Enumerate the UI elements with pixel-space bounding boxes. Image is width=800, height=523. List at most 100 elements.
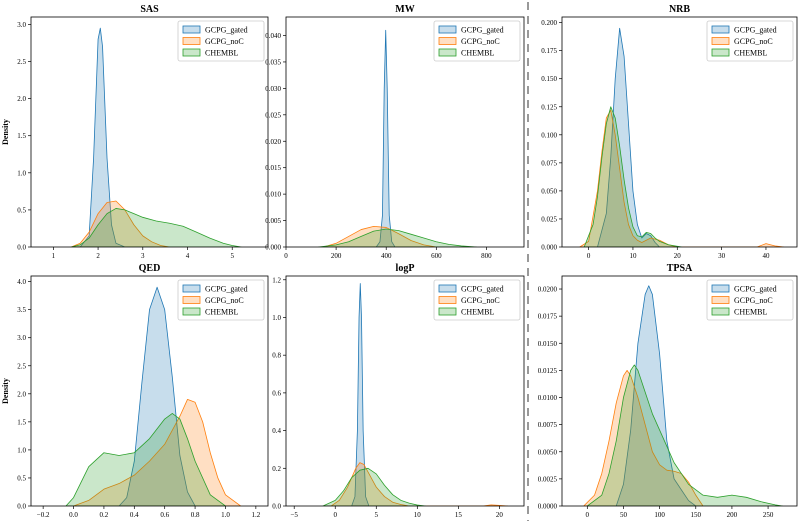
legend: GCPG_gated GCPG_noC CHEMBL bbox=[706, 20, 794, 62]
legend-label: GCPG_noC bbox=[461, 37, 500, 46]
series-layer bbox=[318, 29, 477, 247]
y-tick-label: 3.0 bbox=[17, 334, 26, 342]
legend-swatch bbox=[182, 284, 201, 293]
y-tick-label: 0.6 bbox=[272, 389, 281, 397]
legend-box bbox=[706, 279, 794, 321]
x-tick-label: 200 bbox=[331, 252, 342, 260]
x-tick-label: 0.0 bbox=[69, 511, 78, 519]
legend-swatch bbox=[182, 48, 201, 57]
series-area-chembl bbox=[583, 106, 683, 247]
legend-label: CHEMBL bbox=[461, 49, 494, 58]
legend-swatch bbox=[711, 25, 730, 34]
y-tick-label: 0.5 bbox=[17, 206, 26, 214]
legend-label: CHEMBL bbox=[205, 308, 238, 317]
x-tick-label: 20 bbox=[496, 511, 504, 519]
y-tick-label: 0.000 bbox=[265, 244, 281, 252]
series-area-chembl bbox=[586, 364, 783, 506]
plot-frame bbox=[30, 16, 269, 248]
x-tick-label: 20 bbox=[674, 252, 682, 260]
x-tick-label: 10 bbox=[629, 252, 637, 260]
y-tick-label: 1.5 bbox=[17, 132, 26, 140]
legend: GCPG_gated GCPG_noC CHEMBL bbox=[706, 279, 794, 321]
x-tick-label: 0 bbox=[586, 511, 590, 519]
x-tick-label: 5 bbox=[230, 252, 234, 260]
plot-frame bbox=[561, 275, 798, 507]
y-tick-label: 2.0 bbox=[17, 95, 26, 103]
series-area-gcpg-noc bbox=[330, 462, 508, 506]
y-tick-label: 0.010 bbox=[265, 191, 281, 199]
y-tick-label: 1.0 bbox=[17, 446, 26, 454]
series-area-gcpg-noc bbox=[579, 109, 785, 247]
x-tick-label: −0.2 bbox=[37, 511, 50, 519]
chart-title: TPSA bbox=[667, 263, 693, 274]
y-tick-label: 0.0075 bbox=[538, 421, 558, 429]
legend-box bbox=[177, 20, 265, 62]
x-tick-label: 250 bbox=[763, 511, 774, 519]
x-tick-label: 600 bbox=[431, 252, 442, 260]
legend: GCPG_gated GCPG_noC CHEMBL bbox=[177, 279, 265, 321]
legend-label: GCPG_gated bbox=[205, 285, 248, 294]
series-area-chembl bbox=[65, 413, 226, 506]
legend-label: CHEMBL bbox=[734, 49, 767, 58]
y-tick-label: 3.0 bbox=[17, 21, 26, 29]
legend-label: CHEMBL bbox=[734, 308, 767, 317]
legend-label: GCPG_gated bbox=[734, 285, 777, 294]
y-tick-label: 0.075 bbox=[541, 159, 557, 167]
y-tick-label: 0.0050 bbox=[538, 448, 558, 456]
chart-title: SAS bbox=[140, 4, 159, 15]
legend-swatch bbox=[711, 48, 730, 57]
series-layer bbox=[322, 283, 508, 506]
legend-label: CHEMBL bbox=[205, 49, 238, 58]
legend-swatch bbox=[711, 296, 730, 304]
legend-swatch bbox=[438, 25, 457, 34]
legend-label: GCPG_gated bbox=[205, 26, 248, 35]
y-tick-label: 0.0 bbox=[272, 503, 281, 511]
y-tick-label: 0.040 bbox=[265, 32, 281, 40]
x-tick-label: 4 bbox=[186, 252, 190, 260]
legend-label: GCPG_noC bbox=[461, 296, 500, 305]
series-layer bbox=[583, 285, 783, 506]
y-tick-label: 0.0150 bbox=[538, 340, 558, 348]
x-tick-label: 0 bbox=[284, 252, 288, 260]
legend-label: GCPG_gated bbox=[461, 26, 504, 35]
y-axis-label: Density bbox=[1, 119, 10, 145]
y-tick-label: 0.175 bbox=[541, 47, 557, 55]
y-tick-label: 0.035 bbox=[265, 58, 281, 66]
series-area-gcpg-noc bbox=[583, 369, 704, 506]
y-tick-label: 0.0175 bbox=[538, 313, 558, 321]
legend-box bbox=[433, 20, 521, 62]
y-tick-label: 0.0200 bbox=[538, 286, 558, 294]
y-tick-label: 2.5 bbox=[17, 58, 26, 66]
series-area-gcpg-gated bbox=[118, 286, 196, 506]
x-tick-label: 1.2 bbox=[251, 511, 260, 519]
x-tick-label: 0.2 bbox=[100, 511, 109, 519]
legend-swatch bbox=[711, 307, 730, 316]
series-layer bbox=[579, 27, 785, 247]
x-tick-label: 0.6 bbox=[160, 511, 169, 519]
legend-label: GCPG_gated bbox=[461, 285, 504, 294]
y-tick-label: 0.0025 bbox=[538, 475, 558, 483]
legend-swatch bbox=[711, 37, 730, 45]
legend-swatch bbox=[182, 307, 201, 316]
y-tick-label: 0.030 bbox=[265, 85, 281, 93]
x-tick-label: 0.4 bbox=[130, 511, 139, 519]
legend-swatch bbox=[711, 284, 730, 293]
y-tick-label: 0.005 bbox=[265, 217, 281, 225]
x-tick-label: 0.8 bbox=[191, 511, 200, 519]
legend-label: GCPG_noC bbox=[205, 296, 244, 305]
x-tick-label: 150 bbox=[691, 511, 702, 519]
y-tick-label: 1.0 bbox=[17, 169, 26, 177]
legend: GCPG_gated GCPG_noC CHEMBL bbox=[433, 20, 521, 62]
y-tick-label: 0.015 bbox=[265, 164, 281, 172]
legend: GCPG_gated GCPG_noC CHEMBL bbox=[433, 279, 521, 321]
x-tick-label: 40 bbox=[762, 252, 770, 260]
x-tick-label: 50 bbox=[620, 511, 628, 519]
legend-swatch bbox=[438, 48, 457, 57]
series-area-gcpg-gated bbox=[375, 29, 396, 247]
y-tick-label: 0.0125 bbox=[538, 367, 558, 375]
chart-panel-tpsa: TPSA 0 50 100 150 200 250 0.0000 0.0025 0.0050 0.0… bbox=[538, 263, 798, 519]
series-area-chembl bbox=[322, 467, 426, 506]
plot-frame bbox=[561, 16, 798, 248]
legend-label: GCPG_noC bbox=[734, 296, 773, 305]
